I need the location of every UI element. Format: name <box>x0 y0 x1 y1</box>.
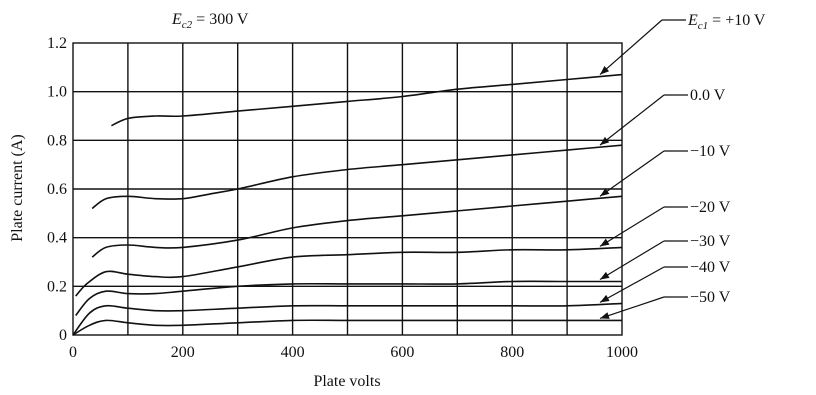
label-leader-line <box>599 266 665 303</box>
grid-lines <box>73 43 622 335</box>
label-leader-line <box>599 94 665 146</box>
x-tick-labels: 0 200 400 600 800 1000 <box>69 344 638 361</box>
y-tick-label: 1.2 <box>47 35 67 52</box>
y-tick-label: 0.2 <box>47 278 67 295</box>
label-leader-line <box>599 150 665 197</box>
y-axis-label: Plate current (A) <box>9 134 26 242</box>
x-axis-label: Plate volts <box>313 373 380 390</box>
x-tick-label: 600 <box>390 344 414 361</box>
y-tick-label: 1.0 <box>47 84 67 101</box>
label-arrowhead <box>600 294 610 303</box>
label-arrowhead <box>600 188 610 197</box>
series-curve <box>72 302 623 336</box>
x-tick-label: 800 <box>500 344 524 361</box>
series-curves <box>72 73 623 336</box>
series-label-symbol: E <box>687 12 698 29</box>
annotation-symbol: E <box>171 11 182 28</box>
series-label: −40 V <box>690 259 731 276</box>
annotation-subscript: c2 <box>182 19 193 31</box>
label-arrowhead <box>600 312 610 319</box>
label-leader-line <box>599 240 665 280</box>
plot-area-frame <box>72 42 623 336</box>
x-tick-label: 1000 <box>606 344 638 361</box>
series-labels: Ec1 = +10 V 0.0 V −10 V −20 V −30 V −40 V −50 … <box>599 12 766 319</box>
label-leader-line <box>599 19 663 76</box>
series-curve <box>91 195 623 258</box>
x-tick-label: 200 <box>171 344 195 361</box>
series-label: −10 V <box>690 143 731 160</box>
label-arrowhead <box>600 238 610 247</box>
screen-grid-voltage-annotation: Ec2 = 300 V <box>171 11 249 31</box>
label-arrowhead <box>600 66 610 75</box>
series-label: −50 V <box>690 289 731 306</box>
label-leader-line <box>599 206 665 247</box>
series-label-subscript: c1 <box>698 20 708 32</box>
series-curve <box>91 144 623 210</box>
label-leader-line <box>599 296 665 319</box>
label-arrowhead <box>600 136 610 146</box>
x-tick-label: 0 <box>69 344 77 361</box>
series-label-value: = +10 V <box>708 12 766 29</box>
series-curve <box>111 73 623 127</box>
series-label: 0.0 V <box>690 87 726 104</box>
x-tick-label: 400 <box>281 344 305 361</box>
series-label: Ec1 = +10 V <box>687 12 766 32</box>
series-label: −20 V <box>690 199 731 216</box>
y-tick-label: 0.4 <box>47 230 67 247</box>
series-curve <box>72 319 622 336</box>
y-tick-label: 0 <box>59 327 67 344</box>
y-tick-labels: 0 0.2 0.4 0.6 0.8 1.0 1.2 <box>47 35 67 344</box>
series-curve <box>75 280 622 317</box>
series-curve <box>75 246 623 297</box>
series-label: −30 V <box>690 233 731 250</box>
annotation-value: = 300 V <box>192 11 249 28</box>
y-tick-label: 0.6 <box>47 181 67 198</box>
label-arrowhead <box>600 271 610 280</box>
y-tick-label: 0.8 <box>47 132 67 149</box>
